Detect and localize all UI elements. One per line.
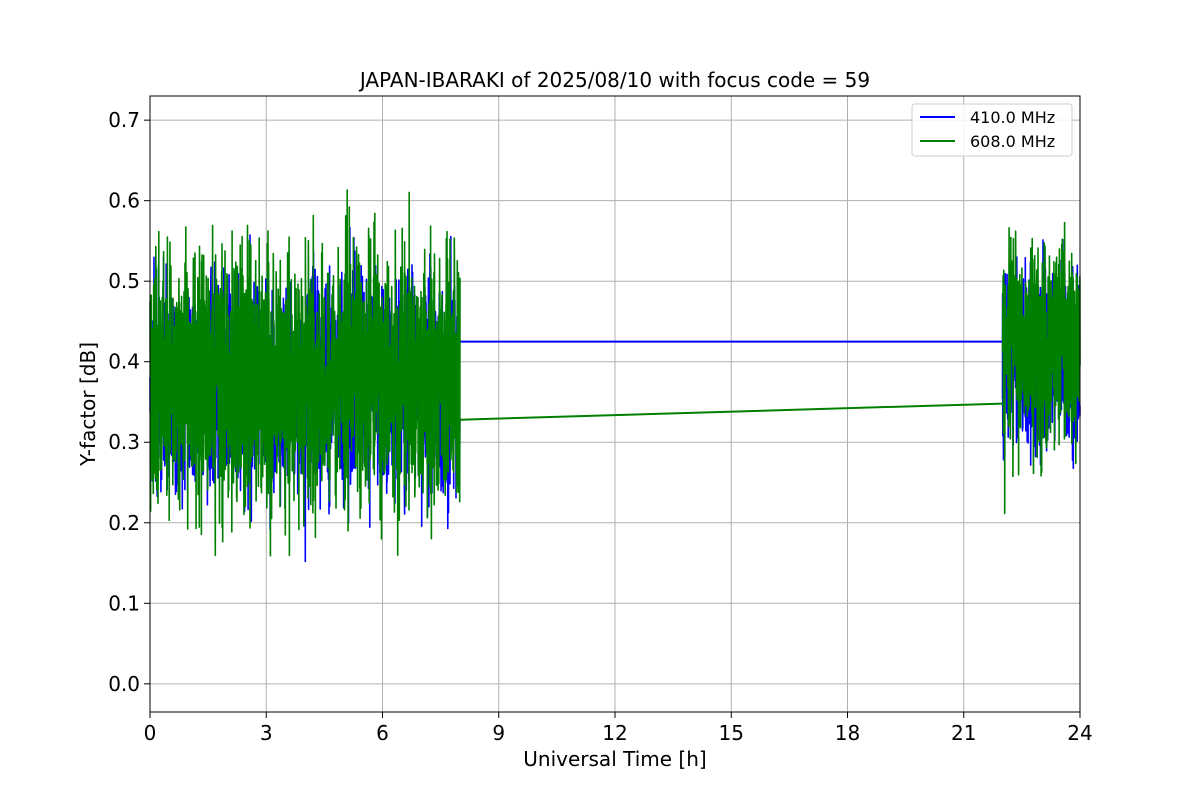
x-tick-label: 0 <box>144 721 157 745</box>
chart-title: JAPAN-IBARAKI of 2025/08/10 with focus c… <box>358 68 870 92</box>
y-tick-label: 0.2 <box>108 511 140 535</box>
y-tick-label: 0.7 <box>108 108 140 132</box>
legend: 410.0 MHz 608.0 MHz <box>911 103 1073 157</box>
x-tick-label: 18 <box>835 721 860 745</box>
x-tick-label: 21 <box>951 721 976 745</box>
legend-label-410: 410.0 MHz <box>970 108 1055 127</box>
series-trace <box>1001 221 1081 515</box>
x-tick-label: 24 <box>1067 721 1092 745</box>
legend-label-608: 608.0 MHz <box>970 132 1055 151</box>
x-ticks: 0 3 6 9 12 15 18 21 24 <box>144 712 1093 745</box>
x-tick-label: 12 <box>602 721 627 745</box>
gap-line <box>459 402 1003 421</box>
y-ticks: 0.0 0.1 0.2 0.3 0.4 0.5 0.6 0.7 <box>108 108 150 696</box>
y-tick-label: 0.3 <box>108 430 140 454</box>
series-layer <box>149 189 1081 563</box>
x-tick-label: 6 <box>376 721 389 745</box>
y-tick-label: 0.6 <box>108 189 140 213</box>
x-axis-label: Universal Time [h] <box>523 747 706 771</box>
y-tick-label: 0.1 <box>108 591 140 615</box>
x-tick-label: 3 <box>260 721 273 745</box>
x-tick-label: 15 <box>719 721 744 745</box>
y-tick-label: 0.4 <box>108 350 140 374</box>
y-axis-label: Y-factor [dB] <box>76 342 100 467</box>
y-tick-label: 0.0 <box>108 672 140 696</box>
x-tick-label: 9 <box>492 721 505 745</box>
series-trace <box>149 189 461 557</box>
series-608-0-mhz <box>149 189 1081 557</box>
y-tick-label: 0.5 <box>108 269 140 293</box>
